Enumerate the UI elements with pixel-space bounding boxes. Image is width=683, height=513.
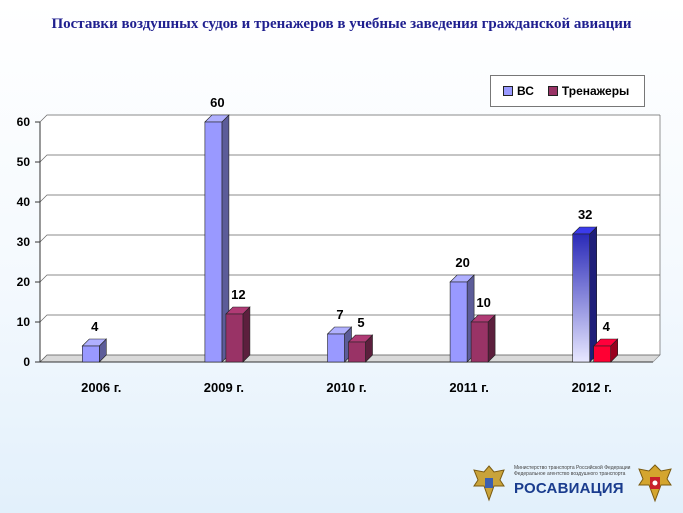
bar-simulators-side bbox=[242, 306, 251, 363]
chart-title: Поставки воздушных судов и тренажеров в … bbox=[51, 16, 632, 32]
gridline bbox=[39, 114, 660, 123]
y-tick-label: 40 bbox=[17, 195, 31, 209]
y-tick-label: 0 bbox=[23, 355, 30, 369]
y-tick-label: 30 bbox=[17, 235, 31, 249]
bar-simulators bbox=[348, 341, 366, 363]
legend-swatch-simulators bbox=[547, 86, 558, 96]
legend-label-simulators: Тренажеры bbox=[561, 84, 630, 98]
plot-back-wall bbox=[40, 115, 660, 362]
y-tick-label: 60 bbox=[17, 115, 31, 129]
x-tick-label: 2011 г. bbox=[449, 380, 489, 395]
y-tick-label: 50 bbox=[17, 155, 31, 169]
legend-swatch-vs bbox=[503, 86, 513, 96]
bar-simulators bbox=[225, 313, 244, 363]
gridline bbox=[39, 234, 660, 243]
bar-vs bbox=[449, 281, 468, 363]
agency-name: РОСАВИАЦИЯ bbox=[514, 480, 624, 497]
coat-of-arms-icon bbox=[638, 464, 672, 503]
bar-vs-label: 4 bbox=[91, 319, 99, 334]
agency-ministry-line: Министерство транспорта Российской Федер… bbox=[514, 465, 631, 471]
gridline bbox=[39, 154, 660, 163]
bar-vs-label: 7 bbox=[336, 307, 343, 322]
bar-vs bbox=[82, 345, 100, 363]
x-tick-label: 2009 г. bbox=[204, 380, 244, 395]
bar-simulators bbox=[470, 321, 489, 363]
legend-item-vs: ВС bbox=[503, 84, 534, 98]
bar-vs-label: 60 bbox=[210, 95, 224, 110]
bar-vs-label: 20 bbox=[455, 255, 469, 270]
y-tick-label: 20 bbox=[17, 275, 31, 289]
bar-vs-side bbox=[589, 226, 598, 363]
bar-simulators-label: 10 bbox=[476, 295, 490, 310]
bar-simulators-label: 5 bbox=[357, 315, 364, 330]
eagle-emblem-icon bbox=[473, 465, 505, 502]
agency-footer: Министерство транспорта Российской Федер… bbox=[468, 462, 678, 506]
bar-vs bbox=[572, 233, 591, 363]
x-tick-label: 2010 г. bbox=[326, 380, 366, 395]
legend-label-vs: ВС bbox=[517, 84, 534, 98]
bar-vs bbox=[327, 333, 345, 363]
chart-legend: ВС Тренажеры bbox=[490, 75, 645, 107]
y-tick-label: 10 bbox=[17, 315, 31, 329]
gridline bbox=[39, 194, 660, 203]
bar-simulators-label: 4 bbox=[603, 319, 611, 334]
legend-item-simulators: Тренажеры bbox=[547, 84, 630, 98]
bar-simulators-label: 12 bbox=[231, 287, 245, 302]
bar-vs bbox=[204, 121, 223, 363]
bar-simulators bbox=[593, 345, 612, 363]
bar-vs-label: 32 bbox=[578, 207, 592, 222]
agency-federal-line: Федеральное агентство воздушного транспо… bbox=[514, 471, 626, 477]
bar-simulators-side bbox=[487, 314, 496, 363]
gridline bbox=[39, 274, 660, 283]
x-tick-label: 2012 г. bbox=[572, 380, 612, 395]
x-tick-label: 2006 г. bbox=[81, 380, 121, 395]
